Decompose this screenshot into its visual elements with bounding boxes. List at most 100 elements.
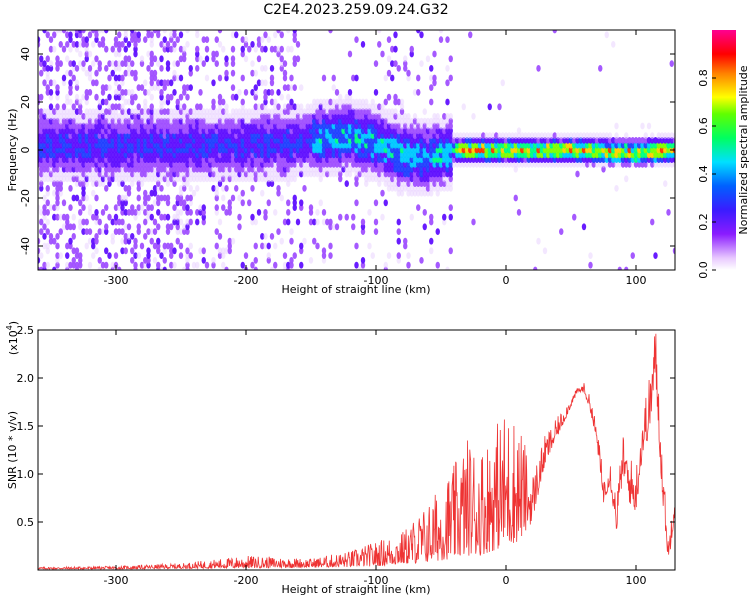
spectrogram-cell xyxy=(139,170,145,178)
spectrogram-cell xyxy=(91,189,96,197)
spectrogram-cell xyxy=(331,84,336,91)
spectrogram-cell xyxy=(263,209,268,216)
spectrogram-cell xyxy=(211,141,216,149)
spectrogram-cell xyxy=(123,30,128,34)
spectrogram-cell xyxy=(165,223,171,231)
spectrogram-cell xyxy=(71,113,76,120)
snr-y-tick-label: 1.5 xyxy=(17,420,35,433)
spectrogram-cell xyxy=(91,122,96,130)
spectrogram-cell xyxy=(55,213,60,221)
spectrogram-cell xyxy=(139,84,145,91)
spectrogram-cell xyxy=(100,108,106,115)
spectrogram-cell xyxy=(117,93,122,101)
spectrogram-cell xyxy=(100,113,106,120)
spectrogram-cell xyxy=(84,89,89,96)
spectrogram-cell xyxy=(315,242,320,250)
spectrogram-cell xyxy=(188,165,193,173)
spectrogram-cell xyxy=(61,137,67,144)
spectrogram-cell xyxy=(406,113,411,120)
spectrogram-cell xyxy=(461,103,466,111)
spectrogram-cell xyxy=(146,170,151,178)
spectrogram-cell xyxy=(126,141,132,149)
spectrogram-cell xyxy=(198,204,203,212)
spectrogram-cell xyxy=(143,79,148,87)
spectrogram-cell xyxy=(55,60,60,67)
spectrogram-cell xyxy=(48,113,54,120)
spectrogram-cell xyxy=(78,132,83,140)
spectrogram-cell xyxy=(68,84,73,91)
colorbar-tick-label: 0.8 xyxy=(697,69,710,87)
spectrogram-cell xyxy=(182,84,187,91)
spectrogram-cell xyxy=(123,185,128,192)
figure-title: C2E4.2023.259.09.24.G32 xyxy=(263,2,448,18)
spectrogram-cell xyxy=(159,55,164,63)
spectrogram-cell xyxy=(195,127,200,135)
spectrogram-cell xyxy=(279,55,284,63)
spectrogram-cell xyxy=(48,108,54,115)
spectrogram-cell xyxy=(175,237,180,245)
spectrogram-cell xyxy=(146,252,151,259)
spectrogram-cell xyxy=(91,137,96,144)
spectrogram-cell xyxy=(175,74,180,82)
spectrogram-y-tick-label: -20 xyxy=(19,189,32,207)
spectrogram-cell xyxy=(256,55,262,63)
spectrogram-cell xyxy=(182,204,187,212)
spectrogram-cell xyxy=(113,161,119,168)
spectrogram-cell xyxy=(45,261,50,269)
spectrogram-cell xyxy=(516,209,522,216)
spectrogram-cell xyxy=(208,122,213,130)
spectrogram-cell xyxy=(65,242,70,250)
spectrogram-cell xyxy=(107,156,112,164)
spectrogram-cell xyxy=(81,122,86,130)
spectrogram-cell xyxy=(214,156,219,164)
spectrogram-cell xyxy=(156,146,161,154)
spectrogram-cell xyxy=(195,161,200,168)
spectrogram-cell xyxy=(113,113,119,120)
spectrogram-cell xyxy=(55,117,60,125)
spectrogram-cell xyxy=(65,156,70,164)
spectrogram-cell xyxy=(74,127,80,135)
spectrogram-cell xyxy=(230,84,236,91)
spectrogram-cell xyxy=(130,170,135,178)
spectrogram-cell xyxy=(139,141,145,149)
spectrogram-cell xyxy=(71,257,76,264)
spectrogram-cell xyxy=(78,257,83,264)
spectrogram-cell xyxy=(386,55,392,63)
spectrogram-cell xyxy=(130,146,135,154)
spectrogram-cell xyxy=(71,122,76,130)
spectrogram-cell xyxy=(162,30,167,34)
spectrogram-cell xyxy=(48,161,54,168)
spectrogram-cell xyxy=(100,117,106,125)
spectrogram-cell xyxy=(208,117,213,125)
spectrogram-cell xyxy=(263,45,268,53)
spectrogram-cell xyxy=(195,175,200,183)
spectrogram-cell xyxy=(78,156,83,164)
spectrogram-cell xyxy=(201,127,206,135)
spectrogram-cell xyxy=(149,50,154,58)
spectrogram-cell xyxy=(87,127,93,135)
spectrogram-cell xyxy=(97,266,102,270)
spectrogram-cell xyxy=(198,156,203,164)
spectrogram-cell xyxy=(71,108,76,115)
spectrogram-cell xyxy=(175,108,180,115)
spectrogram-cell xyxy=(81,132,86,140)
spectrogram-cell xyxy=(117,156,122,164)
spectrogram-cell xyxy=(139,165,145,173)
spectrogram-cell xyxy=(84,137,89,144)
spectrogram-cell xyxy=(149,189,154,197)
spectrogram-cell xyxy=(211,146,216,154)
spectrogram-cell xyxy=(42,156,47,164)
spectrogram-cell xyxy=(104,84,109,91)
spectrogram-cell xyxy=(52,175,57,183)
spectrogram-cell xyxy=(292,194,297,202)
spectrogram-cell xyxy=(133,122,138,130)
spectrogram-cell xyxy=(78,151,83,159)
spectrogram-cell xyxy=(146,122,151,130)
spectrogram-cell xyxy=(100,122,106,130)
spectrogram-cell xyxy=(91,237,96,245)
spectrogram-cell xyxy=(152,69,158,77)
spectrogram-cell xyxy=(175,127,180,135)
spectrogram-cell xyxy=(84,141,89,149)
spectrogram-cell xyxy=(91,165,96,173)
spectrogram-cell xyxy=(74,175,80,183)
